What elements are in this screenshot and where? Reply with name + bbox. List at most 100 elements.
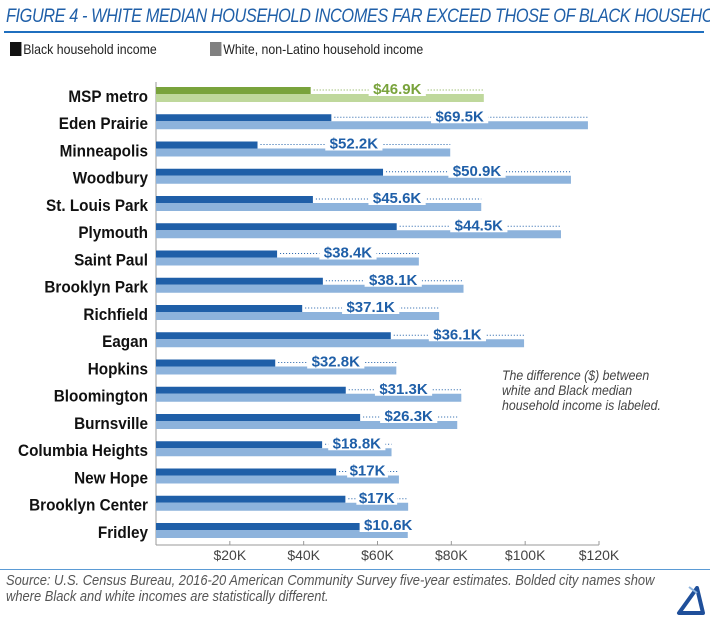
difference-label-bg	[356, 489, 398, 505]
bar-black-income	[156, 277, 323, 285]
difference-label-bg	[347, 462, 388, 478]
difference-label: $38.4K	[324, 245, 373, 262]
category-label: Columbia Heights	[18, 442, 148, 461]
category-label: Brooklyn Park	[44, 278, 148, 297]
bar-black-income	[156, 196, 313, 203]
legend-label-black: Black household income	[23, 41, 157, 57]
bar-black-income	[156, 414, 361, 421]
category-label: Woodbury	[73, 169, 148, 188]
category-label: MSP metro	[68, 87, 148, 106]
bar-black-income	[156, 114, 332, 122]
difference-label-bg	[448, 162, 506, 178]
category-label: Bloomington	[54, 387, 148, 406]
difference-label-bg	[368, 81, 426, 96]
difference-label-bg	[368, 190, 426, 205]
chart-note: The difference ($) between white and Bla…	[502, 367, 661, 413]
difference-label: $17K	[359, 490, 395, 507]
bar-black-income	[156, 250, 278, 258]
bar-black-income	[156, 495, 346, 503]
bar-white-income	[156, 312, 440, 320]
bar-white-income	[156, 393, 462, 402]
category-label: St. Louis Park	[46, 196, 148, 215]
difference-label-bg	[374, 380, 433, 396]
x-tick-label: $120K	[579, 547, 620, 563]
legend-swatch-white	[210, 42, 222, 56]
bar-black-income	[156, 87, 311, 94]
bar-white-income	[156, 339, 525, 348]
bar-black-income	[156, 468, 337, 476]
difference-label-bg	[342, 299, 400, 314]
difference-label-bg	[325, 135, 383, 151]
legend-swatch-black	[10, 42, 22, 56]
difference-label: $38.1K	[369, 272, 418, 289]
difference-label-bg	[450, 217, 508, 233]
x-tick-label: $60K	[361, 547, 394, 563]
category-label: Eden Prairie	[59, 115, 148, 134]
x-tick-label: $100K	[505, 547, 546, 563]
difference-label-bg	[431, 108, 489, 124]
bar-black-income	[156, 223, 397, 231]
category-label: Burnsville	[74, 414, 148, 433]
bar-white-income	[156, 475, 399, 484]
bar-black-income	[156, 305, 303, 312]
bar-black-income	[156, 523, 369, 530]
bar-black-income	[156, 141, 258, 149]
difference-label: $26.3K	[385, 408, 434, 425]
bar-white-income	[156, 448, 392, 457]
bar-chart: $20K $40K $60K $80K $100K $120K MSP metro $46.9…	[18, 81, 620, 563]
bar-black-income	[156, 359, 276, 367]
difference-label: $52.2K	[330, 136, 379, 153]
difference-label-bg	[380, 408, 438, 423]
difference-label: $50.9K	[453, 163, 502, 180]
difference-label: $31.3K	[379, 381, 428, 398]
difference-label: $37.1K	[346, 299, 395, 316]
bar-white-income	[156, 502, 409, 511]
bar-white-income	[156, 203, 482, 211]
difference-label-bg	[428, 326, 487, 342]
bar-white-income	[156, 230, 561, 239]
category-label: Brooklyn Center	[29, 496, 149, 515]
category-label: Minneapolis	[60, 142, 148, 161]
difference-label: $45.6K	[373, 190, 422, 207]
category-label: Richfield	[83, 305, 148, 324]
bar-white-income	[156, 175, 571, 184]
difference-label: $69.5K	[435, 108, 484, 125]
logo-icon	[677, 586, 705, 615]
title-divider	[4, 31, 704, 33]
legend-item-white: White, non-Latino household income	[210, 41, 423, 57]
difference-label: $17K	[350, 463, 386, 480]
category-label: New Hope	[74, 469, 148, 488]
difference-label: $36.1K	[433, 326, 482, 343]
difference-label: $44.5K	[455, 217, 504, 234]
bar-black-income	[156, 386, 346, 394]
difference-label: $10.6K	[364, 517, 413, 534]
footer-divider	[0, 569, 710, 570]
bar-white-income	[156, 148, 451, 157]
bar-white-income	[156, 284, 464, 293]
difference-label-bg	[359, 517, 417, 532]
x-tick-label: $80K	[435, 547, 468, 563]
x-tick-label: $40K	[287, 547, 320, 563]
category-label: Saint Paul	[74, 251, 148, 270]
category-label: Hopkins	[88, 360, 148, 379]
bar-white-income	[156, 257, 419, 266]
category-label: Plymouth	[78, 224, 148, 243]
bar-white-income	[156, 421, 458, 429]
bar-black-income	[156, 441, 323, 449]
bar-black-income	[156, 332, 391, 340]
category-label: Eagan	[102, 333, 148, 352]
legend-label-white: White, non-Latino household income	[223, 41, 424, 57]
bar-white-income	[156, 530, 408, 538]
bar-white-income	[156, 366, 397, 375]
bar-white-income	[156, 121, 588, 130]
difference-label: $18.8K	[333, 435, 382, 452]
difference-label-bg	[319, 244, 377, 260]
figure-title: FIGURE 4 - WHITE MEDIAN HOUSEHOLD INCOME…	[6, 6, 710, 27]
category-label: Fridley	[98, 523, 148, 542]
legend-item-black: Black household income	[10, 41, 157, 57]
difference-label: $32.8K	[312, 354, 361, 371]
difference-label-bg	[328, 435, 386, 451]
difference-label: $46.9K	[373, 81, 422, 98]
bar-white-income	[156, 94, 484, 102]
